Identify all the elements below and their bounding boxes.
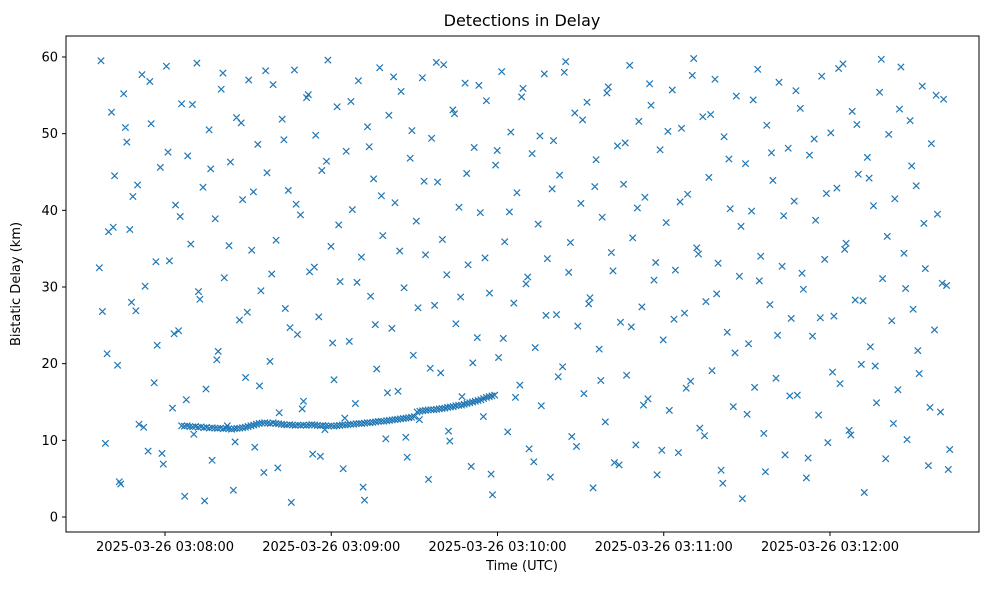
y-tick-label: 40: [41, 204, 58, 219]
clutter-detections-a: [95, 54, 954, 507]
x-axis-label: Time (UTC): [485, 559, 558, 574]
y-tick-label: 30: [41, 280, 58, 295]
target-track: [177, 391, 499, 433]
x-tick-label: 2025-03-26 03:09:00: [262, 540, 400, 555]
axes-frame: [65, 35, 980, 533]
scatter-points: [95, 54, 954, 507]
chart-title: Detections in Delay: [444, 11, 601, 30]
y-axis-label: Bistatic Delay (km): [9, 222, 24, 346]
y-tick-label: 10: [41, 434, 58, 449]
y-tick-label: 50: [41, 127, 58, 142]
y-tick-label: 20: [41, 357, 58, 372]
axis-ticks: 2025-03-26 03:08:00 2025-03-26 03:09:00 20…: [41, 50, 899, 555]
y-tick-label: 60: [41, 50, 58, 65]
x-tick-label: 2025-03-26 03:11:00: [595, 540, 733, 555]
x-tick-label: 2025-03-26 03:12:00: [761, 540, 899, 555]
x-tick-label: 2025-03-26 03:10:00: [428, 540, 566, 555]
clutter-detections-b: [97, 55, 952, 505]
y-tick-label: 0: [50, 511, 58, 526]
x-tick-label: 2025-03-26 03:08:00: [96, 540, 234, 555]
